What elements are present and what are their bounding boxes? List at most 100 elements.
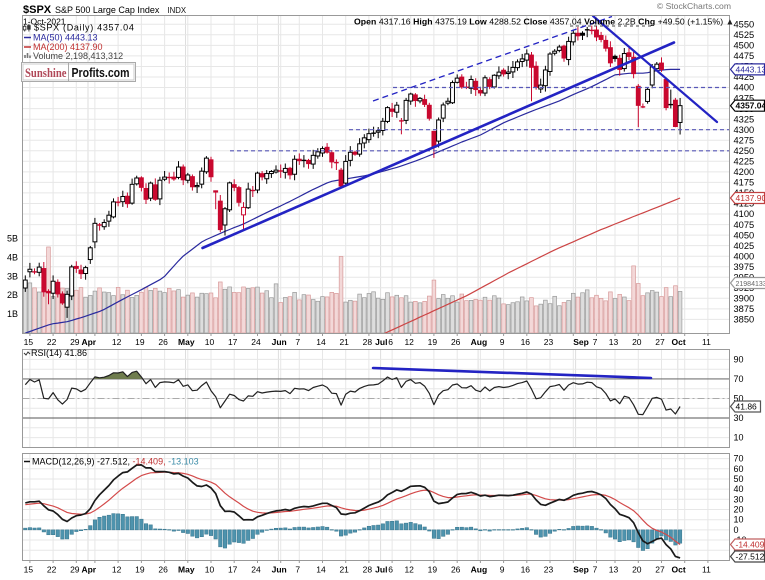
svg-text:4225: 4225 — [734, 157, 755, 167]
svg-text:21: 21 — [339, 564, 349, 574]
svg-text:24: 24 — [251, 564, 261, 574]
svg-text:40: 40 — [734, 484, 744, 494]
svg-text:30: 30 — [734, 413, 744, 423]
svg-text:Jun: Jun — [272, 337, 287, 347]
svg-text:4443.13: 4443.13 — [736, 64, 765, 74]
svg-text:6: 6 — [388, 337, 393, 347]
svg-text:MACD(12,26,9) -27.512, -14.409: MACD(12,26,9) -27.512, -14.409, -13.103 — [32, 457, 199, 467]
svg-text:11: 11 — [702, 564, 711, 574]
svg-text:10: 10 — [734, 433, 744, 443]
svg-text:Oct: Oct — [672, 337, 686, 347]
svg-text:4325: 4325 — [734, 114, 755, 124]
svg-text:19: 19 — [428, 564, 438, 574]
svg-text:28: 28 — [363, 564, 373, 574]
svg-text:23: 23 — [544, 564, 554, 574]
svg-text:S&P 500 Large Cap Index: S&P 500 Large Cap Index — [55, 5, 160, 15]
svg-text:Jun: Jun — [272, 564, 287, 574]
svg-text:4200: 4200 — [734, 167, 755, 177]
svg-text:7: 7 — [295, 564, 300, 574]
svg-text:90: 90 — [734, 354, 744, 364]
svg-text:28: 28 — [363, 337, 373, 347]
svg-text:3975: 3975 — [734, 262, 755, 272]
svg-text:41.86: 41.86 — [736, 402, 758, 412]
svg-text:4000: 4000 — [734, 251, 755, 261]
svg-text:4400: 4400 — [734, 83, 755, 93]
svg-text:20: 20 — [632, 564, 642, 574]
svg-text:12: 12 — [112, 337, 122, 347]
svg-text:16: 16 — [521, 564, 531, 574]
svg-text:7: 7 — [295, 337, 300, 347]
svg-text:11: 11 — [702, 337, 711, 347]
svg-text:Sep: Sep — [573, 564, 589, 574]
svg-text:22: 22 — [47, 337, 57, 347]
svg-text:Apr: Apr — [81, 564, 96, 574]
svg-text:19: 19 — [135, 337, 145, 347]
svg-text:23: 23 — [544, 337, 554, 347]
svg-text:4275: 4275 — [734, 135, 755, 145]
svg-text:12: 12 — [404, 564, 414, 574]
svg-text:4025: 4025 — [734, 241, 755, 251]
svg-text:19: 19 — [428, 337, 438, 347]
svg-text:INDX: INDX — [168, 6, 187, 15]
svg-text:14: 14 — [316, 337, 326, 347]
svg-text:MA(50) 4443.13: MA(50) 4443.13 — [33, 33, 98, 43]
svg-text:$SPX: $SPX — [23, 4, 52, 16]
svg-text:19: 19 — [135, 564, 145, 574]
svg-text:70: 70 — [734, 374, 744, 384]
svg-text:60: 60 — [734, 464, 744, 474]
svg-text:3850: 3850 — [734, 315, 755, 325]
svg-text:4357.04: 4357.04 — [736, 101, 765, 111]
svg-text:26: 26 — [451, 337, 461, 347]
svg-text:3875: 3875 — [734, 304, 755, 314]
svg-text:20: 20 — [734, 505, 744, 515]
svg-text:10: 10 — [205, 564, 215, 574]
svg-text:2B: 2B — [7, 290, 18, 300]
svg-text:4500: 4500 — [734, 41, 755, 51]
svg-text:5B: 5B — [7, 234, 18, 244]
svg-text:9: 9 — [500, 564, 505, 574]
svg-text:15: 15 — [24, 337, 34, 347]
svg-text:Aug: Aug — [471, 564, 488, 574]
svg-text:Jul: Jul — [375, 564, 387, 574]
svg-text:24: 24 — [251, 337, 261, 347]
svg-text:7: 7 — [593, 564, 598, 574]
svg-text:Volume 2,198,413,312: Volume 2,198,413,312 — [33, 51, 123, 61]
svg-text:© StockCharts.com: © StockCharts.com — [657, 1, 731, 11]
svg-text:4525: 4525 — [734, 30, 755, 40]
svg-text:3B: 3B — [7, 271, 18, 281]
svg-text:May: May — [178, 564, 195, 574]
svg-text:4550: 4550 — [734, 20, 755, 30]
svg-text:4075: 4075 — [734, 220, 755, 230]
svg-text:4050: 4050 — [734, 230, 755, 240]
svg-text:4175: 4175 — [734, 178, 755, 188]
svg-text:22: 22 — [47, 564, 57, 574]
svg-text:15: 15 — [24, 564, 34, 574]
svg-text:10: 10 — [734, 515, 744, 525]
svg-text:16: 16 — [521, 337, 531, 347]
svg-text:May: May — [178, 337, 195, 347]
svg-text:2198413312: 2198413312 — [736, 281, 765, 288]
svg-text:17: 17 — [228, 337, 238, 347]
svg-text:4250: 4250 — [734, 146, 755, 156]
svg-text:-27.512: -27.512 — [736, 552, 765, 562]
svg-text:Open 4317.16 High 4375.19 Low: Open 4317.16 High 4375.19 Low 4288.52 Cl… — [354, 17, 734, 27]
svg-text:10: 10 — [205, 337, 215, 347]
svg-text:Apr: Apr — [81, 337, 96, 347]
svg-text:6: 6 — [388, 564, 393, 574]
svg-text:4300: 4300 — [734, 125, 755, 135]
svg-text:3900: 3900 — [734, 294, 755, 304]
svg-text:4100: 4100 — [734, 209, 755, 219]
svg-text:12: 12 — [404, 337, 414, 347]
svg-text:27: 27 — [655, 337, 665, 347]
svg-text:Sunshine: Sunshine — [25, 65, 67, 80]
svg-text:17: 17 — [228, 564, 238, 574]
svg-text:12: 12 — [112, 564, 122, 574]
svg-text:Profits.com: Profits.com — [72, 66, 130, 80]
svg-text:9: 9 — [500, 337, 505, 347]
svg-text:29: 29 — [70, 564, 80, 574]
svg-text:4137.90: 4137.90 — [736, 193, 765, 203]
svg-text:-14.409: -14.409 — [736, 540, 765, 550]
svg-text:13: 13 — [609, 564, 619, 574]
svg-text:26: 26 — [451, 564, 461, 574]
svg-text:4475: 4475 — [734, 51, 755, 61]
